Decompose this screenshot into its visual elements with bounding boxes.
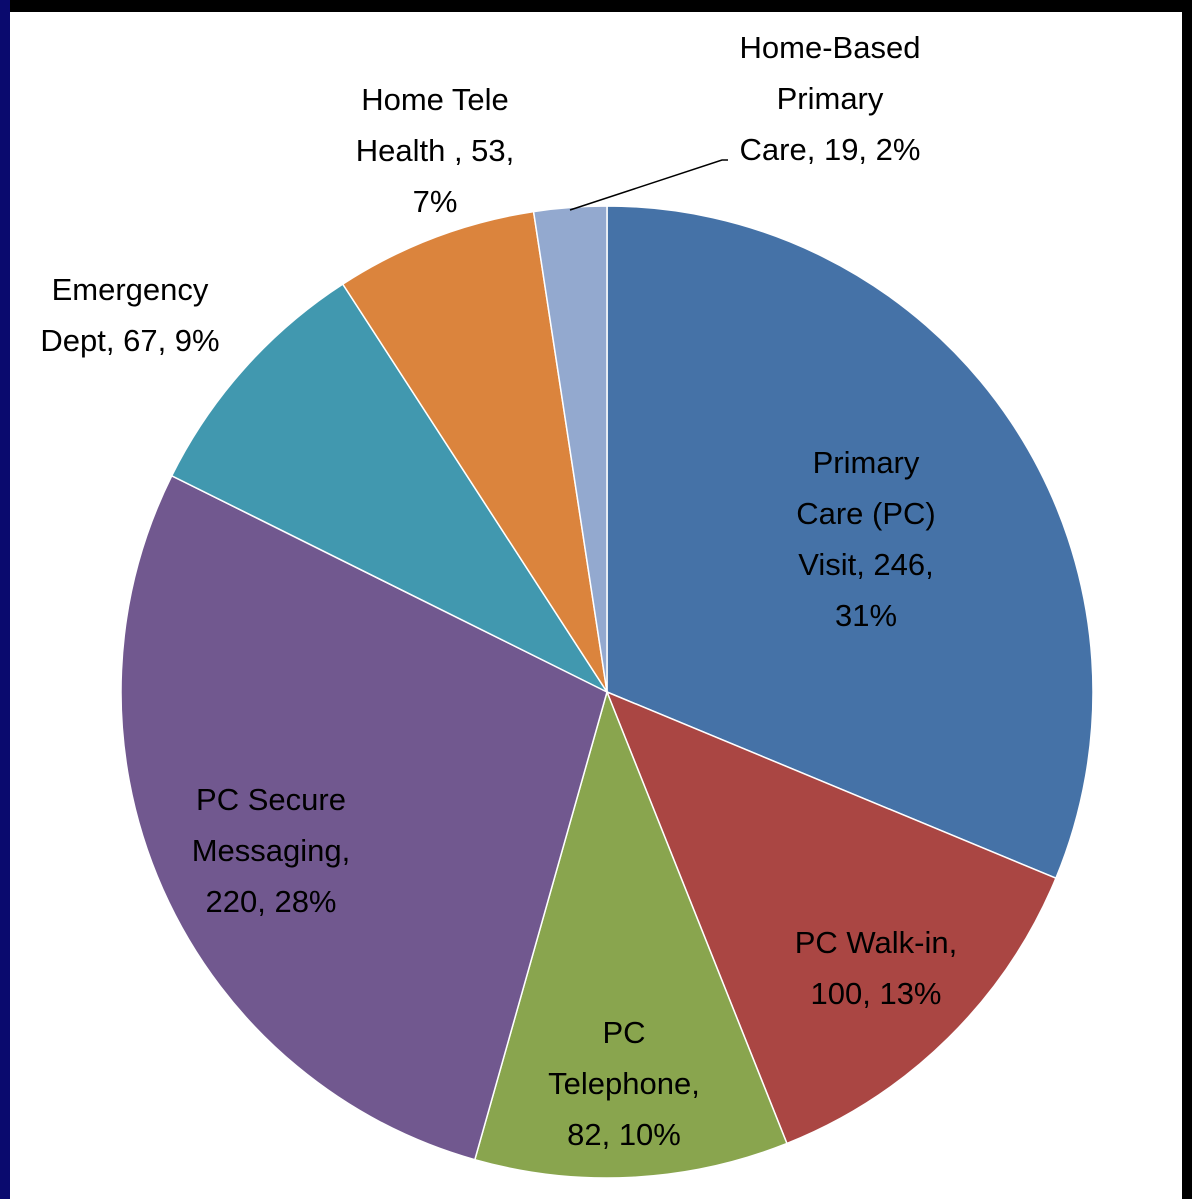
data-label: Health , 53, — [356, 133, 515, 168]
pie-slice — [606, 205, 1094, 880]
data-label: Care, 19, 2% — [740, 132, 921, 167]
pie-slice — [532, 205, 608, 693]
data-label: 100, 13% — [811, 976, 942, 1011]
data-label: Dept, 67, 9% — [40, 323, 219, 358]
leader-line — [569, 159, 728, 211]
data-label: Home Tele — [361, 82, 509, 117]
pie-slice — [120, 474, 608, 1161]
data-label: Visit, 246, — [798, 547, 934, 582]
data-label: Home-Based — [740, 30, 921, 65]
data-label: PC Secure — [196, 782, 346, 817]
data-label: 7% — [413, 184, 458, 219]
data-label: 220, 28% — [206, 884, 337, 919]
pie-slice — [473, 689, 788, 1179]
pie-slice — [170, 283, 610, 694]
pie-slice — [605, 690, 1057, 1145]
left-border — [0, 0, 10, 1199]
data-label: Care (PC) — [796, 496, 936, 531]
pie-slice — [341, 210, 608, 693]
data-label: PC Walk-in, — [795, 925, 957, 960]
data-label: Primary — [813, 445, 920, 480]
data-label: Emergency — [52, 272, 209, 307]
data-label: Primary — [777, 81, 884, 116]
data-label: PC — [602, 1015, 645, 1050]
data-label: 31% — [835, 598, 897, 633]
data-label: 82, 10% — [567, 1117, 681, 1152]
data-label: Telephone, — [548, 1066, 700, 1101]
data-label: Messaging, — [192, 833, 351, 868]
